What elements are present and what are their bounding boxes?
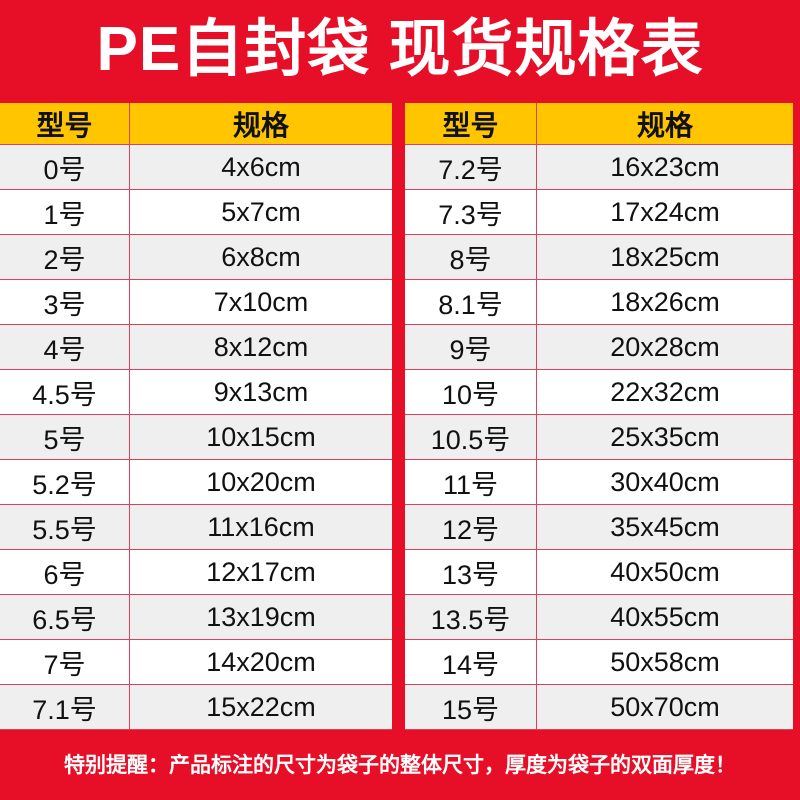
table-row: 7.2号 16x23cm xyxy=(405,145,793,190)
model-cell: 7.3号 xyxy=(405,190,537,234)
model-cell: 14号 xyxy=(405,640,537,684)
spec-table: 型号 规格 0号 4x6cm 1号 5x7cm 2号 6x8cm 3号 7x10cm 4号 8x12c… xyxy=(0,103,392,730)
column-header: 型号 xyxy=(0,103,130,144)
table-row: 8.1号 18x26cm xyxy=(405,280,793,325)
table-row: 6.5号 13x19cm xyxy=(0,595,392,640)
model-cell: 0号 xyxy=(0,145,130,189)
model-cell: 7号 xyxy=(0,640,130,684)
size-cell: 25x35cm xyxy=(610,421,720,452)
size-cell: 50x70cm xyxy=(610,691,720,722)
column-header: 型号 xyxy=(405,103,537,144)
model-cell: 11号 xyxy=(405,460,537,504)
column-header: 规格 xyxy=(636,109,693,141)
table-row: 4号 8x12cm xyxy=(0,325,392,370)
table-row: 11号 30x40cm xyxy=(405,460,793,505)
spec-table: 型号 规格 7.2号 16x23cm 7.3号 17x24cm 8号 18x25cm 8.1号 1… xyxy=(405,103,793,730)
size-cell: 16x23cm xyxy=(610,151,720,182)
table-row: 3号 7x10cm xyxy=(0,280,392,325)
size-cell: 5x7cm xyxy=(221,196,301,227)
size-cell: 10x20cm xyxy=(206,466,316,497)
table-row: 7.3号 17x24cm xyxy=(405,190,793,235)
size-cell: 4x6cm xyxy=(221,151,301,182)
column-header: 规格 xyxy=(232,109,289,141)
table-row: 5.5号 11x16cm xyxy=(0,505,392,550)
table-row: 12号 35x45cm xyxy=(405,505,793,550)
table-row: 10号 22x32cm xyxy=(405,370,793,415)
model-cell: 13.5号 xyxy=(405,595,537,639)
header-row: 型号 规格 xyxy=(405,103,793,145)
table-row: 6号 12x17cm xyxy=(0,550,392,595)
footer-note: 特别提醒：产品标注的尺寸为袋子的整体尺寸，厚度为袋子的双面厚度！ xyxy=(64,754,736,777)
size-cell: 22x32cm xyxy=(610,376,720,407)
size-cell: 8x12cm xyxy=(213,331,309,362)
model-cell: 9号 xyxy=(405,325,537,369)
table-row: 15号 50x70cm xyxy=(405,685,793,730)
model-cell: 5号 xyxy=(0,415,130,459)
table-row: 5.2号 10x20cm xyxy=(0,460,392,505)
table-row: 2号 6x8cm xyxy=(0,235,392,280)
title: PE自封袋 现货规格表 xyxy=(96,15,704,84)
table-row: 9号 20x28cm xyxy=(405,325,793,370)
model-cell: 3号 xyxy=(0,280,130,324)
model-cell: 7.1号 xyxy=(0,685,130,729)
table-row: 10.5号 25x35cm xyxy=(405,415,793,460)
size-cell: 40x50cm xyxy=(610,556,720,587)
model-cell: 8.1号 xyxy=(405,280,537,324)
table-row: 14号 50x58cm xyxy=(405,640,793,685)
size-cell: 18x26cm xyxy=(610,286,720,317)
size-cell: 20x28cm xyxy=(610,331,720,362)
model-cell: 4.5号 xyxy=(0,370,130,414)
size-cell: 10x15cm xyxy=(206,421,316,452)
table-row: 13号 40x50cm xyxy=(405,550,793,595)
model-cell: 13号 xyxy=(405,550,537,594)
size-cell: 35x45cm xyxy=(610,511,720,542)
model-cell: 6号 xyxy=(0,550,130,594)
size-cell: 12x17cm xyxy=(206,556,316,587)
model-cell: 2号 xyxy=(0,235,130,279)
size-cell: 50x58cm xyxy=(610,646,720,677)
size-cell: 6x8cm xyxy=(221,241,301,272)
size-cell: 30x40cm xyxy=(610,466,720,497)
size-cell: 9x13cm xyxy=(213,376,309,407)
table-row: 5号 10x15cm xyxy=(0,415,392,460)
model-cell: 4号 xyxy=(0,325,130,369)
model-cell: 8号 xyxy=(405,235,537,279)
table-row: 0号 4x6cm xyxy=(0,145,392,190)
table-row: 7号 14x20cm xyxy=(0,640,392,685)
table-row: 8号 18x25cm xyxy=(405,235,793,280)
table-row: 13.5号 40x55cm xyxy=(405,595,793,640)
size-cell: 40x55cm xyxy=(610,601,720,632)
model-cell: 5.2号 xyxy=(0,460,130,504)
table-row: 4.5号 9x13cm xyxy=(0,370,392,415)
model-cell: 10号 xyxy=(405,370,537,414)
model-cell: 15号 xyxy=(405,685,537,729)
table-row: 7.1号 15x22cm xyxy=(0,685,392,730)
table-row: 1号 5x7cm xyxy=(0,190,392,235)
header-row: 型号 规格 xyxy=(0,103,392,145)
size-cell: 17x24cm xyxy=(610,196,720,227)
size-cell: 11x16cm xyxy=(207,511,315,542)
model-cell: 7.2号 xyxy=(405,145,537,189)
model-cell: 1号 xyxy=(0,190,130,234)
model-cell: 6.5号 xyxy=(0,595,130,639)
size-cell: 18x25cm xyxy=(610,241,720,272)
model-cell: 12号 xyxy=(405,505,537,549)
model-cell: 5.5号 xyxy=(0,505,130,549)
size-cell: 15x22cm xyxy=(206,691,316,722)
size-cell: 13x19cm xyxy=(206,601,316,632)
model-cell: 10.5号 xyxy=(405,415,537,459)
size-cell: 7x10cm xyxy=(213,286,309,317)
size-cell: 14x20cm xyxy=(206,646,316,677)
